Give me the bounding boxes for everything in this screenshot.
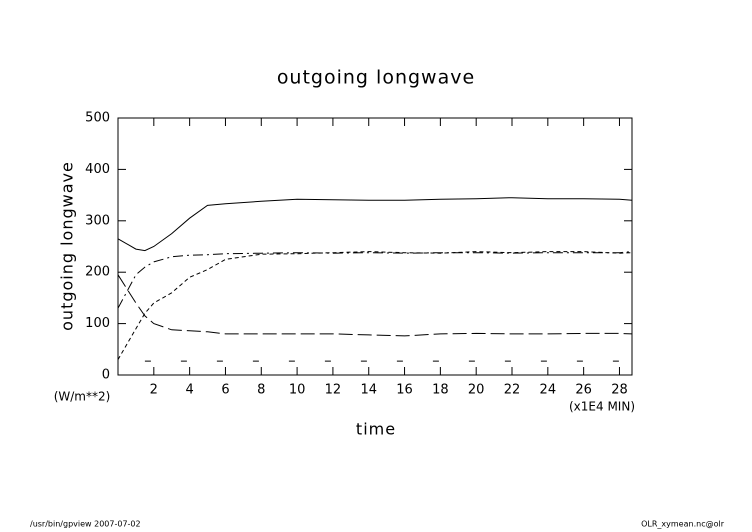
x-tick-label: 6 [221,383,229,398]
x-tick-label: 14 [360,383,377,398]
y-tick-label: 400 [85,162,110,177]
x-tick-label: 10 [289,383,306,398]
x-tick-label: 18 [432,383,449,398]
y-tick-label: 300 [85,213,110,228]
chart-title: outgoing longwave [277,67,475,89]
series-line [117,274,633,337]
series-line [117,197,633,252]
footer-right: OLR_xymean.nc@olr [641,520,725,529]
y-unit: (W/m**2) [54,390,111,404]
x-unit: (x1E4 MIN) [569,400,635,414]
y-tick-label: 0 [102,368,110,383]
x-tick-label: 28 [611,383,628,398]
x-tick-label: 12 [325,383,342,398]
x-tick-label: 26 [575,383,592,398]
x-axis-label: time [356,420,396,439]
y-tick-label: 100 [85,316,110,331]
y-tick-label: 500 [85,111,110,126]
x-tick-label: 20 [468,383,485,398]
x-tick-label: 24 [540,383,557,398]
x-tick-label: 4 [185,383,193,398]
series-line [117,251,633,360]
plot-frame [117,117,633,376]
footer-left: /usr/bin/gpview 2007-07-02 [30,520,141,529]
x-tick-label: 8 [257,383,265,398]
x-tick-label: 22 [504,383,521,398]
x-tick-label: 16 [396,383,413,398]
y-axis-label: outgoing longwave [58,161,77,331]
x-tick-label: 2 [150,383,158,398]
y-tick-label: 200 [85,265,110,280]
